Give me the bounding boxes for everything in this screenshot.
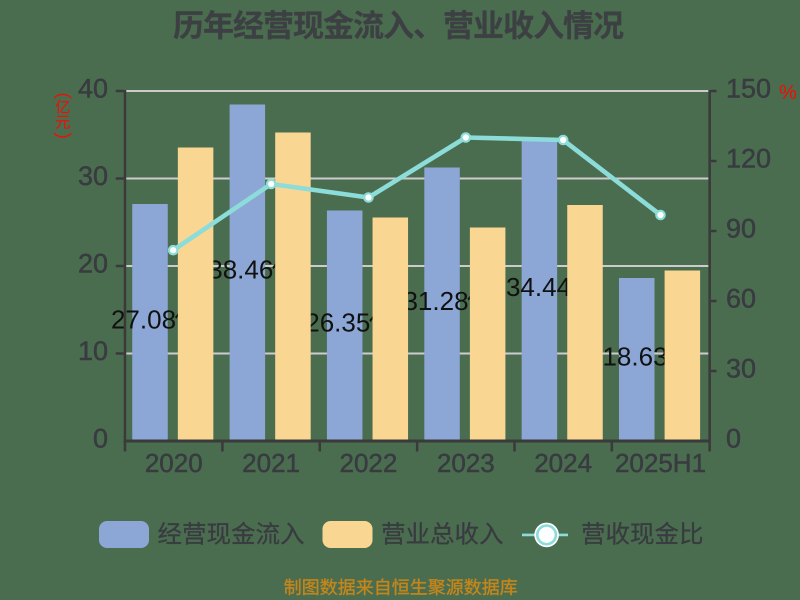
svg-text:18.63: 18.63 — [602, 341, 667, 371]
svg-text:26.35: 26.35 — [305, 308, 370, 338]
svg-text:0: 0 — [93, 423, 108, 453]
svg-text:2024: 2024 — [534, 448, 592, 478]
svg-text:2022: 2022 — [340, 448, 398, 478]
svg-text:2021: 2021 — [242, 448, 300, 478]
svg-text:30: 30 — [78, 161, 108, 191]
svg-text:2020: 2020 — [145, 448, 203, 478]
svg-text:90: 90 — [726, 213, 756, 243]
svg-text:0: 0 — [726, 423, 741, 453]
svg-text:31.28: 31.28 — [403, 286, 468, 316]
svg-text:38.46: 38.46 — [208, 255, 273, 285]
svg-text:30: 30 — [726, 353, 756, 383]
svg-text:%: % — [779, 82, 797, 104]
svg-text:10: 10 — [78, 336, 108, 366]
svg-text:20: 20 — [78, 248, 108, 278]
svg-text:34.44: 34.44 — [506, 272, 571, 302]
svg-text:2025H1: 2025H1 — [615, 448, 706, 478]
svg-text:40: 40 — [78, 73, 108, 103]
svg-text:120: 120 — [726, 143, 771, 173]
svg-text:150: 150 — [726, 73, 771, 103]
svg-text:60: 60 — [726, 283, 756, 313]
svg-text:27.08: 27.08 — [111, 304, 176, 334]
svg-text:2023: 2023 — [437, 448, 495, 478]
